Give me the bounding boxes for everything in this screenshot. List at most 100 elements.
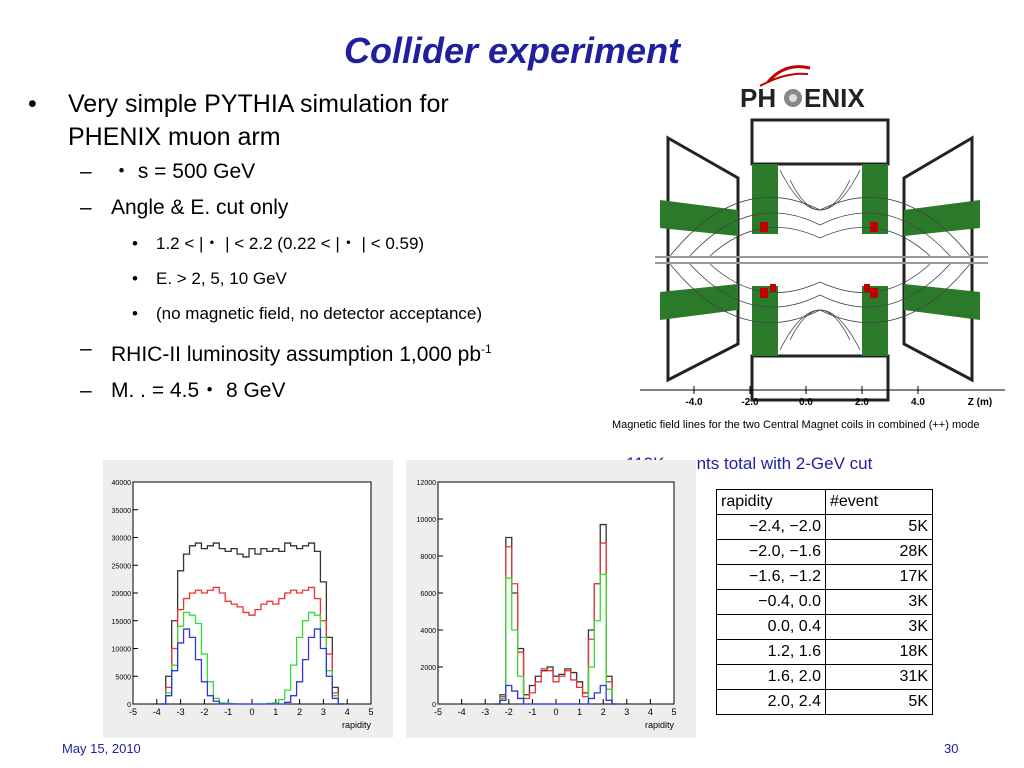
table-cell: 1.2, 1.6 bbox=[716, 639, 826, 665]
logo-star-icon bbox=[784, 89, 802, 107]
sub-bullet-luminosity: – RHIC-II luminosity assumption 1,000 pb… bbox=[28, 331, 628, 373]
y-tick-label: 10000 bbox=[112, 647, 132, 654]
sub-sub-bullet-angle: • 1.2 < |・ | < 2.2 (0.22 < |・ | < 0.59) bbox=[28, 226, 628, 261]
sub-sub-bullet-note: • (no magnetic field, no detector accept… bbox=[28, 296, 628, 331]
table-row: −0.4, 0.0 3K bbox=[716, 589, 933, 615]
bullet-marker: • bbox=[132, 234, 138, 253]
table-cell: 17K bbox=[825, 564, 933, 590]
table-cell: 31K bbox=[825, 664, 933, 690]
sub-sub-bullet-angle-text: 1.2 < |・ | < 2.2 (0.22 < |・ | < 0.59) bbox=[156, 234, 425, 253]
histogram-series-0 bbox=[159, 542, 345, 705]
table-cell: 3K bbox=[825, 614, 933, 640]
luminosity-exponent: -1 bbox=[481, 342, 492, 356]
y-tick-label: 0 bbox=[432, 702, 436, 709]
x-tick-label: 2 bbox=[601, 707, 606, 717]
table-cell: 1.6, 2.0 bbox=[716, 664, 826, 690]
table-cell: −2.0, −1.6 bbox=[716, 539, 826, 565]
x-tick-label: -2 bbox=[505, 707, 513, 717]
sub-bullet-luminosity-text: RHIC-II luminosity assumption 1,000 pb bbox=[111, 343, 481, 366]
footer-date: May 15, 2010 bbox=[62, 741, 141, 756]
footer-page-number: 30 bbox=[944, 741, 959, 756]
table-row: −2.4, −2.0 5K bbox=[716, 514, 933, 540]
sub-bullet-energy-text: ・ s = 500 GeV bbox=[111, 160, 256, 183]
table-row: −1.6, −1.2 17K bbox=[716, 564, 933, 590]
sub-bullet-mass: – M. . = 4.5・ 8 GeV bbox=[28, 373, 628, 409]
y-tick-label: 15000 bbox=[112, 619, 132, 626]
logo-text-right: ENIX bbox=[804, 83, 865, 113]
z-axis-label: Z (m) bbox=[968, 397, 992, 408]
plot-frame bbox=[437, 481, 675, 705]
table-cell: 2.0, 2.4 bbox=[716, 689, 826, 715]
magnet-field-diagram bbox=[655, 118, 988, 402]
x-tick-label: 1 bbox=[577, 707, 582, 717]
bullet-main-line2: PHENIX muon arm bbox=[68, 123, 281, 151]
x-tick-label: -2 bbox=[200, 707, 208, 717]
x-tick-label: 0 bbox=[249, 707, 254, 717]
y-tick-label: 2000 bbox=[420, 665, 436, 672]
z-tick-label: 2.0 bbox=[855, 397, 869, 408]
x-tick-label: 3 bbox=[321, 707, 326, 717]
y-tick-label: 25000 bbox=[112, 563, 132, 570]
bullet-marker: • bbox=[132, 269, 138, 288]
y-tick-label: 5000 bbox=[115, 674, 131, 681]
slide-title: Collider experiment bbox=[343, 30, 681, 71]
x-tick-label: 4 bbox=[648, 707, 653, 717]
sub-bullet-cuts-text: Angle & E. cut only bbox=[111, 196, 289, 219]
table-row: 0.0, 0.4 3K bbox=[716, 614, 933, 640]
logo-text-left: PH bbox=[740, 83, 776, 113]
y-tick-label: 40000 bbox=[112, 480, 132, 487]
table-row: 2.0, 2.4 5K bbox=[716, 689, 933, 715]
bullet-marker: • bbox=[132, 304, 138, 323]
dash-marker: – bbox=[80, 196, 92, 219]
x-tick-label: 5 bbox=[368, 707, 373, 717]
table-row: −2.0, −1.6 28K bbox=[716, 539, 933, 565]
x-tick-label: 2 bbox=[297, 707, 302, 717]
dash-marker: – bbox=[80, 337, 92, 360]
z-tick-label: -4.0 bbox=[685, 397, 703, 408]
plot-frame bbox=[132, 481, 372, 705]
rapidity-histogram-cut: -5 -4 -3 -2 -1 0 1 2 3 4 5 0 2000 4000 6000 8000 10000 12… bbox=[406, 460, 696, 738]
x-tick-label: -4 bbox=[153, 707, 161, 717]
table-cell: −1.6, −1.2 bbox=[716, 564, 826, 590]
x-axis-label: rapidity bbox=[342, 720, 372, 730]
sub-sub-bullet-energy-cut-text: E. > 2, 5, 10 GeV bbox=[156, 269, 287, 288]
dash-marker: – bbox=[80, 379, 92, 402]
x-tick-label: -3 bbox=[481, 707, 489, 717]
x-tick-label: -5 bbox=[434, 707, 442, 717]
y-tick-label: 0 bbox=[127, 702, 131, 709]
histogram-series-1 bbox=[494, 542, 618, 705]
table-cell: 28K bbox=[825, 539, 933, 565]
x-tick-label: -5 bbox=[129, 707, 137, 717]
dash-marker: – bbox=[80, 160, 92, 183]
y-tick-label: 12000 bbox=[417, 480, 437, 487]
z-tick-label: 0.0 bbox=[799, 397, 813, 408]
table-cell: 3K bbox=[825, 589, 933, 615]
sub-sub-bullet-note-text: (no magnetic field, no detector acceptan… bbox=[156, 304, 483, 323]
z-tick-label: -2.0 bbox=[741, 397, 759, 408]
table-header-row: rapidity #event bbox=[716, 489, 933, 515]
histogram-series-1 bbox=[159, 586, 345, 705]
phenix-magnet-figure: PH ENIX bbox=[640, 65, 1005, 408]
phenix-caption: Magnetic field lines for the two Central… bbox=[612, 419, 980, 431]
table-cell: 0.0, 0.4 bbox=[716, 614, 826, 640]
bullet-main-line1: Very simple PYTHIA simulation for bbox=[68, 90, 449, 118]
phenix-logo: PH ENIX bbox=[740, 65, 865, 113]
x-tick-label: 3 bbox=[624, 707, 629, 717]
y-tick-label: 6000 bbox=[420, 591, 436, 598]
bullet-main: • Very simple PYTHIA simulation for PHEN… bbox=[28, 88, 628, 154]
y-tick-label: 4000 bbox=[420, 628, 436, 635]
z-axis: -4.0 -2.0 0.0 2.0 4.0 Z (m) bbox=[640, 386, 1005, 408]
x-tick-label: 4 bbox=[345, 707, 350, 717]
x-tick-label: 5 bbox=[671, 707, 676, 717]
table-row: 1.6, 2.0 31K bbox=[716, 664, 933, 690]
y-tick-label: 30000 bbox=[112, 536, 132, 543]
y-tick-label: 20000 bbox=[112, 591, 132, 598]
sub-bullet-energy: – ・ s = 500 GeV bbox=[28, 154, 628, 190]
bullet-list: • Very simple PYTHIA simulation for PHEN… bbox=[28, 88, 628, 409]
y-tick-label: 8000 bbox=[420, 554, 436, 561]
table-cell: 5K bbox=[825, 689, 933, 715]
histogram-series-3 bbox=[494, 684, 618, 705]
histogram-series-3 bbox=[159, 628, 345, 705]
sub-sub-bullet-energy-cut: • E. > 2, 5, 10 GeV bbox=[28, 261, 628, 296]
sub-bullet-mass-text: M. . = 4.5・ 8 GeV bbox=[111, 379, 286, 402]
